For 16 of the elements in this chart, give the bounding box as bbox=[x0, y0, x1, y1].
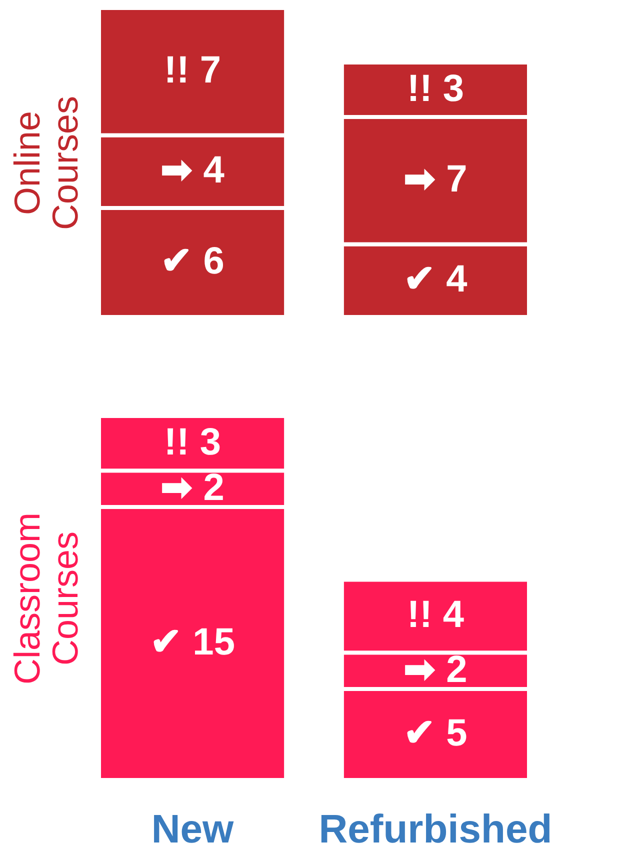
x-tick-label: Refurbished bbox=[318, 808, 552, 852]
data-label: ➡ 7 bbox=[404, 158, 468, 201]
data-label: ➡ 2 bbox=[160, 466, 224, 509]
y-axis-title: Classroom Courses bbox=[6, 512, 86, 685]
data-label: !! 3 bbox=[406, 68, 464, 110]
data-label: ➡ 4 bbox=[160, 150, 224, 192]
data-label: ✔ 15 bbox=[150, 622, 235, 664]
y-axis-title: Online Courses bbox=[6, 96, 86, 230]
data-label: !! 4 bbox=[406, 594, 464, 636]
data-label: ✔ 4 bbox=[404, 258, 468, 301]
data-label: ✔ 6 bbox=[160, 240, 224, 282]
data-label: !! 7 bbox=[164, 50, 222, 92]
x-tick-label: New bbox=[151, 808, 235, 852]
data-label: !! 3 bbox=[164, 421, 222, 464]
data-label: ➡ 2 bbox=[404, 648, 468, 691]
data-label: ✔ 5 bbox=[404, 712, 468, 754]
